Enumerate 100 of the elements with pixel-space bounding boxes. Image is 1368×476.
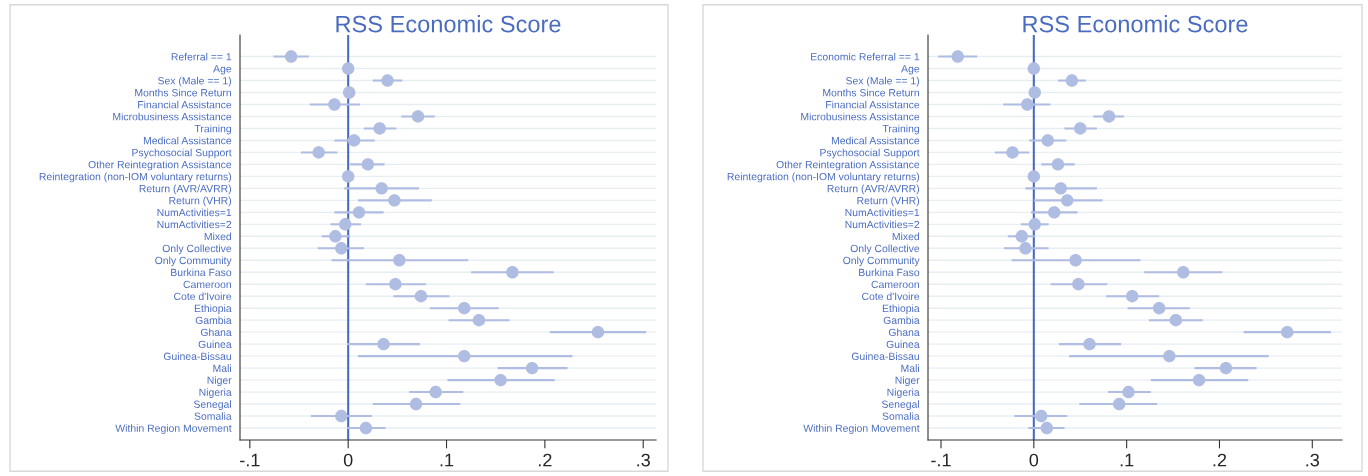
y-tick-label: NumActivities=2	[157, 220, 232, 229]
point	[347, 134, 361, 147]
point	[1035, 409, 1048, 423]
point	[339, 218, 352, 231]
point	[1074, 122, 1087, 135]
point	[352, 206, 366, 219]
point	[1019, 242, 1032, 255]
x-tick-label: 0	[1029, 453, 1039, 467]
y-tick-label: Sex (Male == 1)	[846, 76, 920, 87]
x-tick-label: .3	[1306, 453, 1320, 467]
point	[1083, 337, 1096, 351]
point	[1192, 373, 1206, 387]
point	[329, 230, 342, 243]
point	[377, 337, 390, 351]
y-tick-label: Microbusiness Assistance	[113, 112, 232, 121]
point	[1040, 421, 1054, 435]
y-tick-label: Other Reintegration Assistance	[88, 160, 232, 171]
y-tick-label: Cote d'Ivoire	[862, 292, 920, 301]
point	[506, 266, 519, 279]
point	[342, 86, 356, 99]
y-tick-label: Cameroon	[183, 280, 231, 289]
point	[388, 194, 401, 207]
point	[375, 182, 388, 195]
point	[525, 361, 539, 375]
x-tick-label: -.1	[931, 453, 951, 467]
y-tick-label: Ghana	[200, 328, 232, 337]
point	[1051, 158, 1065, 171]
y-tick-label: Economic Referral == 1	[811, 52, 920, 61]
point	[951, 50, 964, 63]
y-tick-label: Mixed	[204, 232, 231, 241]
point	[1028, 218, 1041, 231]
y-tick-label: Medical Assistance	[143, 136, 232, 145]
y-tick-label: Somalia	[194, 412, 232, 420]
point	[409, 397, 423, 411]
point	[1072, 278, 1085, 291]
x-tick-label: .1	[1120, 453, 1134, 467]
x-tick-label: 0	[343, 453, 353, 467]
y-tick-label: Return (AVR/AVRR)	[139, 184, 232, 195]
y-tick-label: Ethiopia	[194, 304, 232, 315]
y-tick-label: NumActivities=1	[845, 208, 920, 217]
point	[341, 62, 355, 75]
y-tick-label: Psychosocial Support	[132, 148, 232, 159]
y-tick-label: Within Region Movement	[803, 424, 920, 434]
point	[284, 50, 298, 63]
point	[1219, 361, 1233, 375]
point	[1152, 301, 1166, 315]
y-tick-label: Gambia	[883, 316, 920, 325]
y-tick-label: Return (VHR)	[857, 196, 920, 207]
y-tick-label: Gambia	[195, 316, 232, 325]
y-tick-label: Guinea	[198, 340, 232, 349]
y-tick-label: Financial Assistance	[138, 100, 232, 109]
chart-title: RSS Economic Score	[1023, 15, 1248, 33]
point	[472, 313, 486, 327]
y-tick-label: Burkina Faso	[859, 268, 920, 277]
point	[381, 74, 394, 87]
y-tick-label: Nigeria	[199, 388, 232, 399]
point	[591, 325, 605, 339]
point	[393, 254, 406, 267]
point	[361, 158, 375, 171]
point	[1169, 313, 1183, 327]
y-tick-label: Referral == 1	[171, 52, 232, 61]
y-tick-label: Niger	[895, 376, 920, 387]
x-tick-label: .2	[1213, 453, 1227, 467]
point	[1163, 349, 1176, 363]
point	[411, 110, 425, 123]
x-tick-label: .1	[440, 453, 454, 467]
y-tick-label: Within Region Movement	[115, 424, 232, 434]
point	[1126, 290, 1139, 303]
point	[458, 301, 471, 315]
y-tick-label: Ethiopia	[882, 304, 920, 315]
point	[1281, 325, 1294, 339]
y-tick-label: Reintegration (non-IOM voluntary returns)	[39, 172, 232, 183]
y-tick-label: Cameroon	[871, 280, 919, 289]
x-tick-label: .2	[538, 453, 552, 467]
point	[1113, 397, 1126, 411]
y-tick-label: Mixed	[892, 232, 919, 241]
y-tick-label: Return (AVR/AVRR)	[827, 184, 920, 195]
y-tick-label: Psychosocial Support	[820, 148, 920, 159]
point	[335, 242, 348, 255]
point	[429, 385, 442, 399]
point	[414, 290, 428, 303]
point	[1102, 110, 1116, 123]
point	[312, 146, 325, 159]
y-tick-label: Guinea-Bissau	[851, 352, 919, 360]
y-tick-label: Mali	[901, 364, 919, 372]
point	[1021, 98, 1034, 111]
point	[1028, 86, 1041, 99]
y-tick-label: Guinea-Bissau	[163, 352, 231, 360]
y-tick-label: Medical Assistance	[831, 136, 920, 145]
y-tick-label: Senegal	[193, 400, 231, 410]
y-tick-label: Ghana	[888, 328, 920, 337]
point	[1048, 206, 1061, 219]
point	[1065, 74, 1079, 87]
y-tick-label: Months Since Return	[135, 88, 231, 97]
y-tick-label: Other Reintegration Assistance	[776, 160, 920, 171]
x-tick-label: .3	[637, 453, 650, 467]
y-tick-label: Somalia	[882, 412, 920, 420]
y-tick-label: Guinea	[886, 340, 920, 349]
chart-title: RSS Economic Score	[336, 15, 561, 33]
point	[458, 349, 471, 363]
